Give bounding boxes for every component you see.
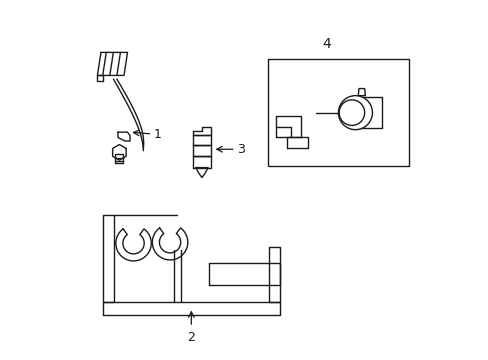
Circle shape xyxy=(338,96,372,130)
Polygon shape xyxy=(268,247,279,302)
Polygon shape xyxy=(118,132,130,141)
Text: 1: 1 xyxy=(154,128,162,141)
Text: 3: 3 xyxy=(237,143,245,156)
Polygon shape xyxy=(102,302,279,315)
Polygon shape xyxy=(193,145,210,156)
Polygon shape xyxy=(286,138,307,148)
Polygon shape xyxy=(97,76,102,81)
Polygon shape xyxy=(152,228,187,260)
Polygon shape xyxy=(102,215,114,302)
Polygon shape xyxy=(116,229,151,261)
Polygon shape xyxy=(209,263,279,285)
Polygon shape xyxy=(97,53,127,76)
Polygon shape xyxy=(112,145,126,160)
Polygon shape xyxy=(193,127,210,135)
Bar xyxy=(267,59,408,166)
Circle shape xyxy=(339,100,364,125)
Polygon shape xyxy=(351,97,381,128)
Polygon shape xyxy=(358,89,365,96)
Polygon shape xyxy=(276,116,301,138)
Polygon shape xyxy=(115,154,123,163)
Polygon shape xyxy=(195,168,208,177)
Text: 2: 2 xyxy=(187,330,195,344)
Polygon shape xyxy=(193,156,210,168)
Text: 4: 4 xyxy=(322,37,331,51)
Polygon shape xyxy=(193,135,210,145)
